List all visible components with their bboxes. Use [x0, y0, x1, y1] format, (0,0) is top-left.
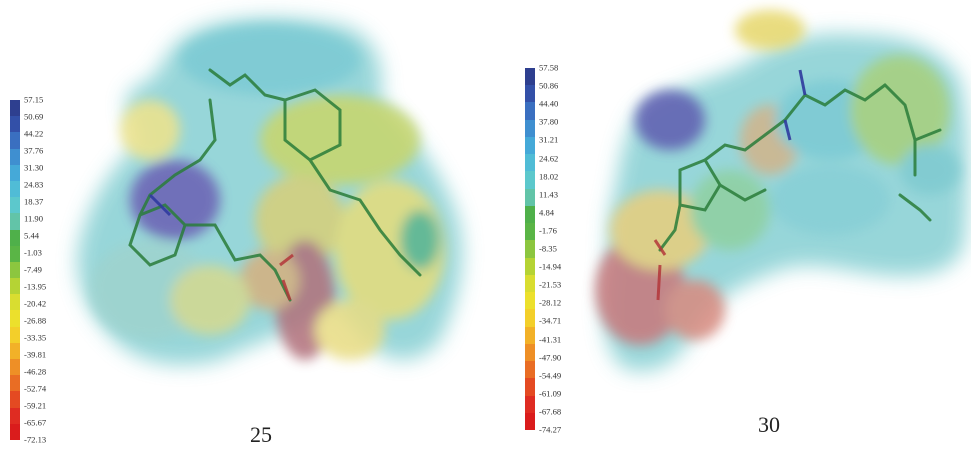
color-scale-segment: [10, 310, 20, 328]
color-scale-bar: [10, 100, 20, 441]
color-scale-segment: [525, 378, 535, 397]
color-scale-label: 18.37: [24, 196, 44, 207]
color-scale-segment: [10, 148, 20, 166]
color-scale-segment: [525, 136, 535, 155]
color-scale-label: -33.35: [24, 332, 47, 343]
color-scale-label: -8.35: [539, 243, 557, 254]
color-scale-segment: [10, 180, 20, 198]
color-scale-label: 5.44: [24, 230, 40, 241]
color-scale-segment: [525, 343, 535, 362]
figure-panel-30: 57.58 50.86 44.40 37.80 31.21 24.62 18.02 11.43…: [500, 0, 971, 449]
color-scale-segment: [525, 395, 535, 414]
color-scale-label: 57.58: [539, 62, 559, 73]
color-scale-label: -1.76: [539, 225, 557, 236]
color-scale-label: 57.15: [24, 94, 44, 105]
color-scale-segment: [10, 197, 20, 214]
color-scale-label: -21.53: [539, 279, 562, 290]
color-scale-segment: [525, 154, 535, 172]
color-scale-segment: [525, 412, 535, 431]
color-scale-segment: [525, 119, 535, 138]
color-scale-segment: [10, 326, 20, 344]
color-scale-segment: [525, 223, 535, 241]
color-scale-segment: [10, 375, 20, 392]
color-scale-label: -14.94: [539, 261, 562, 272]
color-scale-segment: [10, 164, 20, 182]
color-scale-segment: [525, 309, 535, 328]
color-scale-label: -7.49: [24, 264, 42, 275]
color-scale-label: 11.43: [539, 189, 559, 200]
color-scale-label: -59.21: [24, 400, 47, 411]
color-scale-label: 37.80: [539, 117, 559, 127]
color-scale-label: -74.27: [539, 424, 562, 435]
color-scale-segment: [10, 407, 20, 425]
color-scale-segment: [525, 361, 535, 379]
color-scale-segment: [525, 292, 535, 310]
color-scale-segment: [525, 240, 535, 259]
color-scale-label: -54.49: [539, 370, 562, 381]
color-scale-label: 11.90: [24, 213, 44, 224]
color-scale-label: -28.12: [539, 298, 562, 308]
color-scale-label: -47.90: [539, 352, 562, 363]
color-scale-segment: [10, 132, 20, 150]
color-scale-label: -13.95: [24, 281, 47, 292]
color-scale-label: -46.28: [24, 366, 47, 377]
color-scale-segment: [525, 102, 535, 121]
color-scale-segment: [10, 229, 20, 247]
color-scale-label: -72.13: [24, 434, 47, 445]
color-scale-label: 4.84: [539, 207, 555, 218]
color-scale-segment: [10, 278, 20, 295]
color-scale-segment: [525, 85, 535, 103]
compound-number-caption: 30: [758, 412, 780, 437]
color-scale-segment: [525, 326, 535, 345]
color-scale-label: -26.88: [24, 315, 47, 326]
figure-panel-25: 57.15 50.69 44.22 37.76 31.30 24.83 18.37 11.90…: [10, 17, 463, 447]
color-scale-segment: [10, 342, 20, 360]
color-scale-label: 50.69: [24, 111, 44, 122]
color-scale-label: -65.67: [24, 417, 47, 428]
color-scale-segment: [10, 423, 20, 441]
color-scale-label: 44.22: [24, 128, 44, 139]
color-scale-label: -52.74: [24, 383, 47, 394]
color-scale-label: 37.76: [24, 145, 44, 156]
color-scale-label: 50.86: [539, 80, 559, 91]
color-scale-segment: [525, 68, 535, 86]
color-scale-label: 24.83: [24, 179, 44, 190]
color-scale-label: 18.02: [539, 171, 559, 182]
color-scale-segment: [10, 245, 20, 263]
color-scale-segment: [525, 274, 535, 293]
color-scale-segment: [525, 257, 535, 276]
color-scale-segment: [10, 391, 20, 409]
color-scale-segment: [10, 294, 20, 311]
color-scale-label: -20.42: [24, 298, 47, 309]
color-scale-segment: [10, 100, 20, 117]
color-scale-label: -61.09: [539, 388, 562, 399]
electrostatic-potential-surface-30: [595, 10, 969, 371]
color-scale-segment: [525, 171, 535, 190]
color-scale-segment: [10, 359, 20, 376]
color-scale-segment: [525, 188, 535, 207]
color-scale-label: -34.71: [539, 316, 562, 327]
color-scale-segment: [10, 213, 20, 231]
electrostatic-potential-surface-25: [77, 17, 463, 365]
color-scale-label: 31.30: [24, 162, 44, 173]
compound-number-caption: 25: [250, 422, 272, 447]
color-scale-bar: [525, 68, 535, 431]
color-scale-label: -41.31: [539, 334, 562, 345]
color-scale-label: 24.62: [539, 153, 559, 164]
color-scale-segment: [10, 116, 20, 133]
color-scale-label: 31.21: [539, 135, 559, 146]
color-scale-label: -39.81: [24, 349, 47, 360]
color-scale-segment: [525, 205, 535, 224]
color-scale-label: -67.68: [539, 406, 562, 417]
color-scale-label: -1.03: [24, 247, 42, 258]
color-scale-segment: [10, 261, 20, 279]
color-scale-label: 44.40: [539, 98, 559, 109]
